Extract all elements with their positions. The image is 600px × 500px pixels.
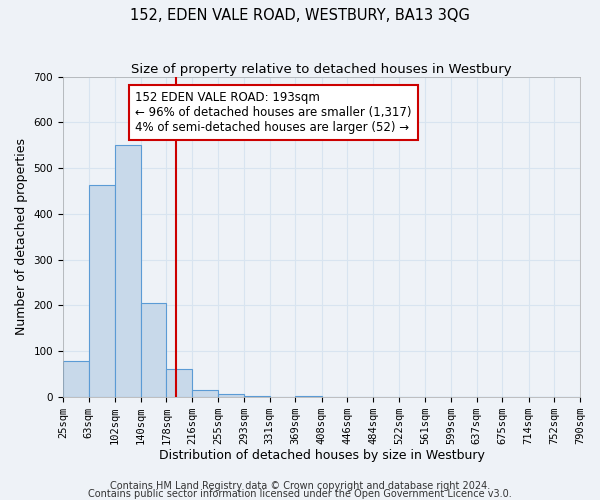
- Text: Contains HM Land Registry data © Crown copyright and database right 2024.: Contains HM Land Registry data © Crown c…: [110, 481, 490, 491]
- Text: 152, EDEN VALE ROAD, WESTBURY, BA13 3QG: 152, EDEN VALE ROAD, WESTBURY, BA13 3QG: [130, 8, 470, 22]
- Bar: [166, 370, 192, 396]
- Bar: [89, 186, 115, 396]
- Bar: [192, 390, 218, 396]
- Bar: [218, 394, 244, 396]
- X-axis label: Distribution of detached houses by size in Westbury: Distribution of detached houses by size …: [158, 450, 484, 462]
- Bar: [63, 361, 89, 396]
- Title: Size of property relative to detached houses in Westbury: Size of property relative to detached ho…: [131, 62, 512, 76]
- Text: 152 EDEN VALE ROAD: 193sqm
← 96% of detached houses are smaller (1,317)
4% of se: 152 EDEN VALE ROAD: 193sqm ← 96% of deta…: [135, 91, 412, 134]
- Bar: [115, 145, 140, 397]
- Y-axis label: Number of detached properties: Number of detached properties: [15, 138, 28, 335]
- Text: Contains public sector information licensed under the Open Government Licence v3: Contains public sector information licen…: [88, 489, 512, 499]
- Bar: [140, 304, 166, 396]
